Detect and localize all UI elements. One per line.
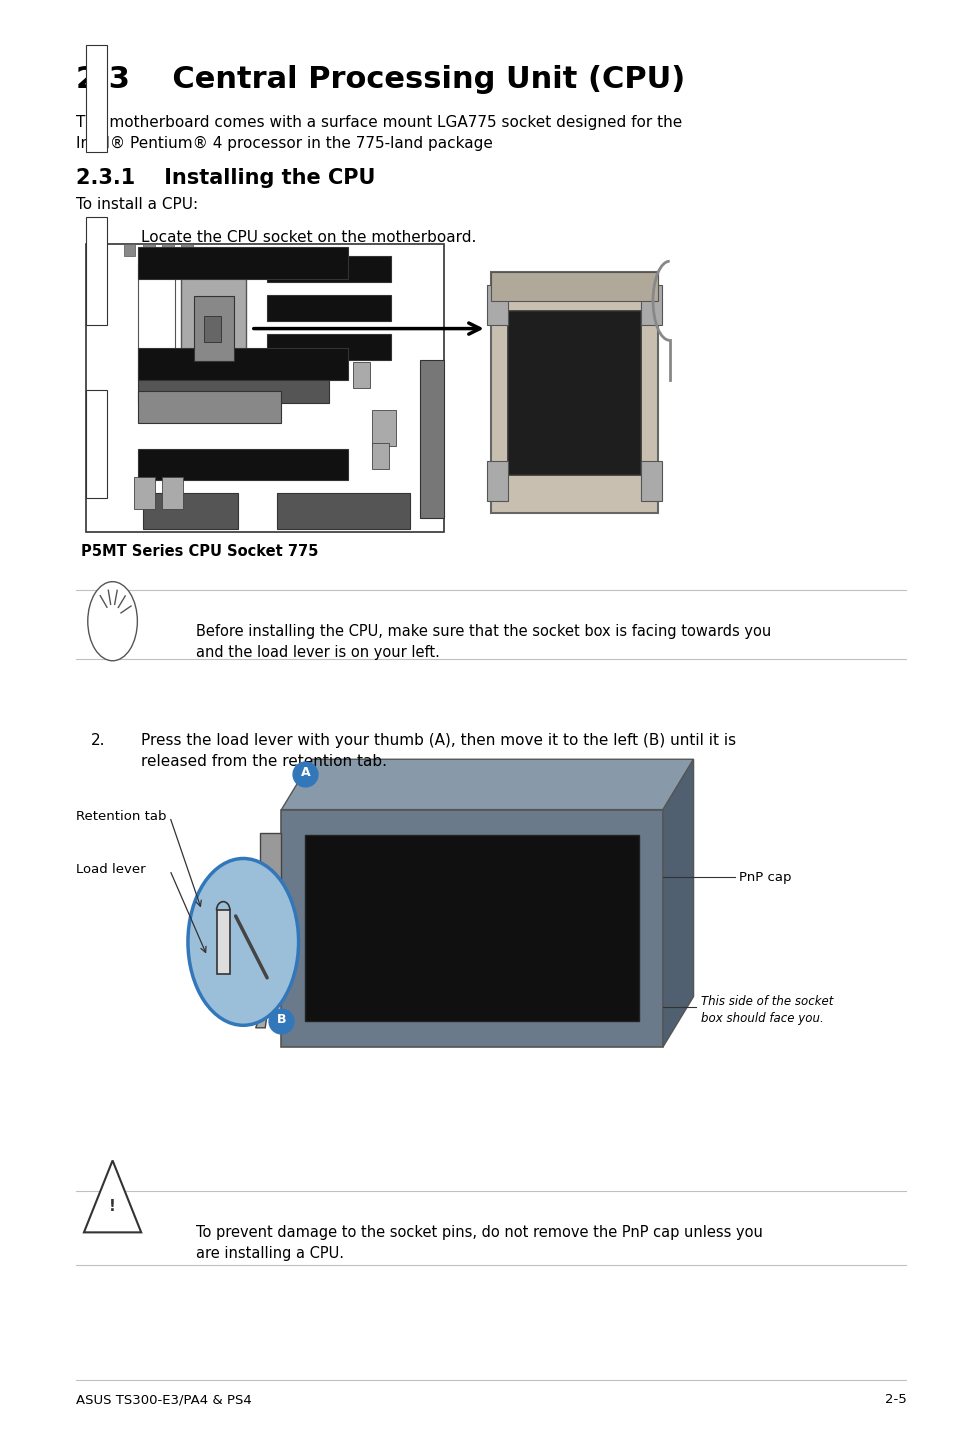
Bar	[86, 217, 107, 325]
Bar	[508, 311, 640, 475]
Text: 2.: 2.	[91, 733, 105, 748]
Text: 2.3    Central Processing Unit (CPU): 2.3 Central Processing Unit (CPU)	[76, 65, 685, 93]
Ellipse shape	[88, 582, 137, 661]
Text: A: A	[300, 765, 310, 779]
Text: 2-5: 2-5	[883, 1393, 905, 1406]
Bar	[181, 275, 246, 383]
Point	[274, 1009, 289, 1032]
Bar	[640, 285, 661, 325]
Bar	[216, 910, 230, 974]
Text: The motherboard comes with a surface mount LGA775 socket designed for the
Intel®: The motherboard comes with a surface mou…	[76, 115, 681, 151]
Bar	[640, 462, 661, 502]
Bar	[138, 371, 329, 403]
Bar	[181, 244, 193, 256]
Bar	[491, 272, 658, 301]
Bar	[193, 296, 233, 361]
Circle shape	[188, 858, 298, 1025]
Text: !: !	[109, 1199, 116, 1214]
Bar	[204, 316, 221, 342]
Bar	[267, 334, 391, 360]
Bar	[143, 493, 238, 529]
Bar	[267, 256, 391, 282]
Bar	[372, 443, 389, 469]
Bar	[419, 360, 443, 518]
Text: Locate the CPU socket on the motherboard.: Locate the CPU socket on the motherboard…	[141, 230, 476, 244]
Text: B: B	[276, 1012, 286, 1027]
Bar	[162, 244, 173, 256]
Bar	[138, 247, 348, 279]
Bar	[138, 391, 281, 423]
Text: To install a CPU:: To install a CPU:	[76, 197, 198, 211]
Bar	[276, 493, 410, 529]
Bar	[86, 390, 107, 498]
Bar	[353, 362, 370, 388]
Text: PnP cap: PnP cap	[739, 870, 791, 884]
Bar	[486, 285, 507, 325]
Bar	[372, 410, 395, 446]
Bar	[260, 833, 281, 988]
Bar	[162, 477, 183, 509]
Text: ASUS TS300-E3/PA4 & PS4: ASUS TS300-E3/PA4 & PS4	[76, 1393, 252, 1406]
Text: Press the load lever with your thumb (A), then move it to the left (B) until it : Press the load lever with your thumb (A)…	[141, 733, 736, 769]
Polygon shape	[255, 988, 271, 1028]
Bar	[86, 244, 443, 532]
Text: This side of the socket
box should face you.: This side of the socket box should face …	[700, 995, 833, 1025]
Polygon shape	[281, 759, 693, 810]
Text: Retention tab: Retention tab	[76, 810, 167, 824]
Polygon shape	[84, 1160, 141, 1232]
Text: 1.: 1.	[91, 230, 105, 244]
Text: 2.3.1    Installing the CPU: 2.3.1 Installing the CPU	[76, 168, 375, 188]
Bar	[86, 45, 107, 152]
Bar	[486, 462, 507, 502]
Bar	[133, 477, 154, 509]
Bar	[491, 272, 658, 513]
Bar	[267, 295, 391, 321]
Polygon shape	[662, 759, 693, 1047]
Bar	[305, 835, 639, 1021]
Text: P5MT Series CPU Socket 775: P5MT Series CPU Socket 775	[81, 544, 318, 558]
Bar	[138, 449, 348, 480]
Text: To prevent damage to the socket pins, do not remove the PnP cap unless you
are i: To prevent damage to the socket pins, do…	[195, 1225, 761, 1261]
Bar	[138, 348, 348, 380]
Text: Before installing the CPU, make sure that the socket box is facing towards you
a: Before installing the CPU, make sure tha…	[195, 624, 770, 660]
Text: Load lever: Load lever	[76, 863, 146, 877]
Bar	[138, 263, 174, 371]
Bar	[281, 810, 662, 1047]
Bar	[124, 244, 135, 256]
Point	[297, 762, 313, 785]
Bar	[143, 244, 154, 256]
